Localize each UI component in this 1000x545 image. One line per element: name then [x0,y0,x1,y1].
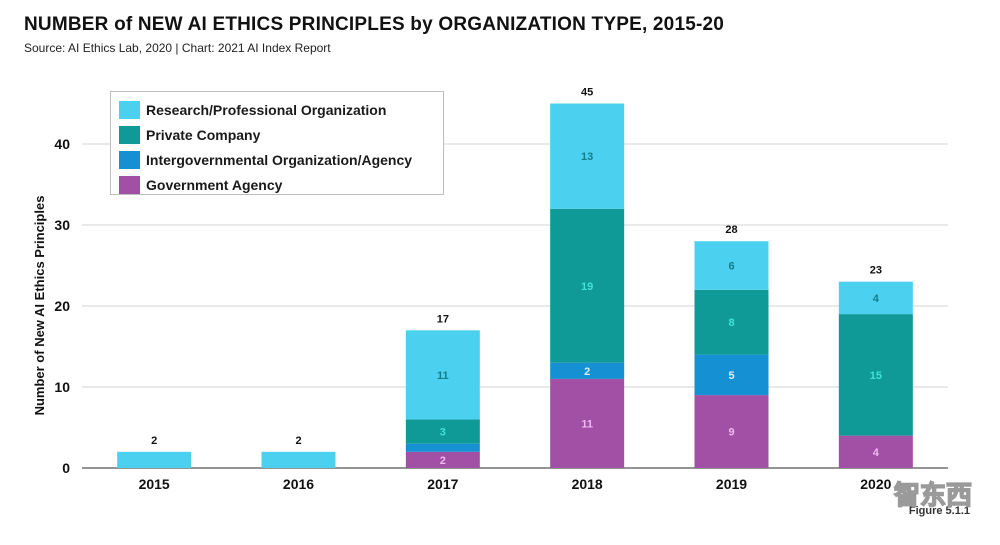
bar-segment-private [694,289,769,355]
x-tick-label: 2015 [139,476,170,492]
data-label-government: 9 [728,427,734,439]
data-label-private: 19 [581,281,593,293]
legend-swatch-government [119,175,140,194]
legend-label-intergov: Intergovernmental Organization/Agency [146,151,413,168]
bar-segment-government [694,395,769,468]
legend-label-government: Government Agency [146,176,283,193]
chart-legend: Research/Professional Organization Priva… [110,91,444,195]
total-label: 28 [725,224,737,236]
y-tick-label: 10 [54,379,70,395]
legend-item-research: Research/Professional Organization [119,97,435,122]
y-tick-label: 20 [54,298,70,314]
legend-label-research: Research/Professional Organization [146,101,387,118]
bar-segment-government [838,435,913,468]
bar-segment-government [550,378,625,468]
bar-segment-intergov [550,362,625,379]
bar-segment-private [405,419,480,444]
total-label: 2 [295,435,301,447]
y-tick-label: 40 [54,136,70,152]
data-label-government: 4 [873,447,880,459]
total-label: 2 [151,435,157,447]
legend-item-private: Private Company [119,122,435,147]
data-label-private: 8 [728,317,734,329]
total-label: 23 [870,265,882,277]
x-tick-label: 2018 [572,476,603,492]
legend-item-intergov: Intergovernmental Organization/Agency [119,147,435,172]
x-tick-label: 2020 [860,476,891,492]
bar-segment-research [261,451,336,468]
y-tick-label: 30 [54,217,70,233]
legend-swatch-intergov [119,150,140,169]
data-label-research: 13 [581,151,593,163]
data-label-private: 15 [870,370,882,382]
x-tick-label: 2016 [283,476,314,492]
chart-subtitle: Source: AI Ethics Lab, 2020 | Chart: 202… [24,41,331,55]
bar-segment-private [550,208,625,363]
bar-segment-research [405,330,480,420]
data-label-private: 3 [440,427,446,439]
bar-segment-research [117,451,192,468]
legend-label-private: Private Company [146,126,261,143]
data-label-government: 11 [581,418,593,430]
data-label-research: 4 [873,293,880,305]
y-axis-label: Number of New AI Ethics Principles [32,196,47,416]
data-label-research: 11 [437,370,449,382]
bar-segment-government [405,451,480,468]
legend-item-government: Government Agency [119,172,435,197]
total-label: 17 [437,313,449,325]
bar-segment-research [838,281,913,315]
legend-swatch-research [119,100,140,119]
x-tick-label: 2019 [716,476,747,492]
bar-segment-intergov [405,443,480,452]
bar-segment-private [838,314,913,436]
figure-label: Figure 5.1.1 [908,505,970,517]
bar-segment-research [550,103,625,209]
data-label-government: 2 [440,455,446,467]
x-tick-label: 2017 [427,476,458,492]
watermark-logo: 智东西 [893,479,973,511]
bar-segment-research [694,241,769,290]
bar-segment-intergov [694,354,769,396]
legend-swatch-private [119,125,140,144]
data-label-intergov: 2 [584,366,590,378]
data-label-research: 6 [728,261,734,273]
total-label: 45 [581,87,593,99]
chart-title: NUMBER of NEW AI ETHICS PRINCIPLES by OR… [24,14,725,35]
data-label-intergov: 5 [728,370,734,382]
y-tick-label: 0 [62,460,70,476]
